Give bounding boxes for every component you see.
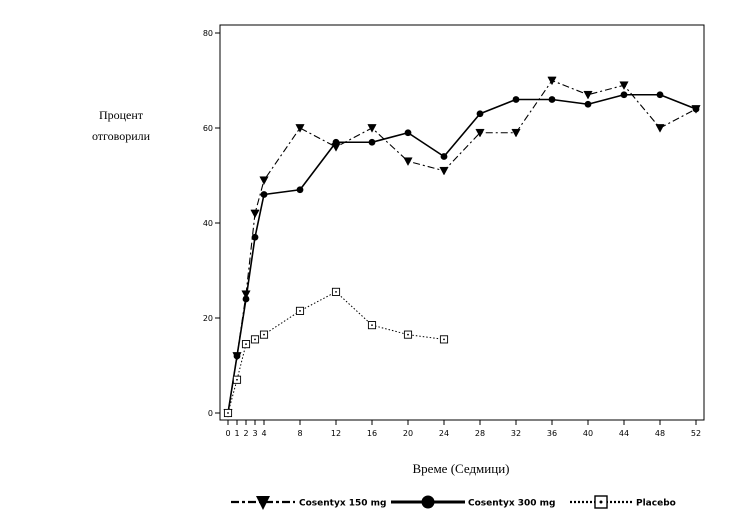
data-point xyxy=(368,138,376,146)
marker-dot xyxy=(371,324,373,327)
data-point xyxy=(296,186,304,194)
series-cosentyx-300-mg xyxy=(224,91,700,417)
marker-dot xyxy=(407,333,409,336)
x-tick-label: 4 xyxy=(261,429,266,438)
x-tick-label: 36 xyxy=(547,429,557,438)
legend-item: Placebo xyxy=(570,495,676,509)
data-point xyxy=(367,321,377,330)
marker-dot xyxy=(236,378,238,381)
series-line xyxy=(227,291,445,414)
marker-dot xyxy=(263,333,265,336)
legend-item: Cosentyx 150 mg xyxy=(231,496,387,510)
data-point xyxy=(233,352,241,360)
data-point xyxy=(656,91,664,99)
marker-dot xyxy=(254,338,256,341)
data-point xyxy=(242,295,250,303)
data-point xyxy=(331,287,341,296)
data-point xyxy=(692,105,700,113)
legend-marker xyxy=(421,495,435,509)
data-point xyxy=(259,330,269,339)
data-point xyxy=(584,100,592,108)
data-point xyxy=(404,129,412,137)
data-point xyxy=(250,335,260,344)
marker-dot xyxy=(443,338,445,341)
data-point xyxy=(223,408,233,418)
data-point xyxy=(295,124,305,133)
data-point xyxy=(332,138,340,146)
legend-label: Cosentyx 150 mg xyxy=(299,499,387,509)
data-point xyxy=(440,153,448,160)
data-point xyxy=(655,124,665,133)
data-point xyxy=(548,96,556,103)
legend-marker xyxy=(256,496,270,510)
data-point xyxy=(295,306,305,315)
x-tick-label: 1 xyxy=(234,429,239,438)
y-tick-label: 40 xyxy=(203,219,213,228)
data-point xyxy=(511,128,521,138)
data-point xyxy=(583,90,593,100)
y-tick-label: 60 xyxy=(203,124,213,133)
data-point xyxy=(251,233,259,241)
marker-dot xyxy=(245,343,247,346)
x-tick-label: 2 xyxy=(243,429,248,438)
x-axis-label: Време (Седмици) xyxy=(413,461,510,476)
series-cosentyx-150-mg xyxy=(223,76,701,418)
x-tick-label: 0 xyxy=(225,429,230,438)
x-tick-label: 20 xyxy=(403,429,413,438)
x-tick-label: 40 xyxy=(583,429,593,438)
x-tick-label: 12 xyxy=(331,429,341,438)
legend-item: Cosentyx 300 mg xyxy=(391,495,556,509)
x-tick-label: 28 xyxy=(475,429,485,438)
data-point xyxy=(619,81,629,90)
data-point xyxy=(439,166,449,176)
marker-dot xyxy=(299,309,301,312)
marker-dot xyxy=(335,290,337,293)
data-point xyxy=(232,375,242,384)
y-axis-label-line-2: отговорили xyxy=(92,129,151,143)
series-layer xyxy=(223,76,701,418)
legend-marker-dot xyxy=(599,500,603,504)
data-point xyxy=(547,76,557,86)
data-point xyxy=(512,96,520,103)
x-tick-label: 44 xyxy=(619,429,629,438)
y-tick-label: 80 xyxy=(203,29,213,38)
data-point xyxy=(403,157,413,166)
legend-label: Placebo xyxy=(636,499,676,509)
x-tick-label: 8 xyxy=(297,429,302,438)
y-axis-label-line-1: Процент xyxy=(99,108,144,122)
data-point xyxy=(260,191,268,198)
x-tick-label: 48 xyxy=(655,429,665,438)
legend-label: Cosentyx 300 mg xyxy=(468,499,556,509)
series-line xyxy=(227,93,697,414)
data-point xyxy=(475,128,485,138)
x-tick-label: 52 xyxy=(691,429,701,438)
data-point xyxy=(439,335,449,344)
data-point xyxy=(241,340,251,349)
y-tick-label: 20 xyxy=(203,314,213,323)
x-tick-label: 3 xyxy=(252,429,257,438)
x-tick-label: 24 xyxy=(439,429,449,438)
data-point xyxy=(403,330,413,339)
data-point xyxy=(620,91,628,99)
series-line xyxy=(227,79,697,414)
plot-frame xyxy=(219,24,705,421)
data-point xyxy=(259,176,269,185)
data-point xyxy=(250,209,260,219)
y-tick-label: 0 xyxy=(208,409,213,418)
data-point xyxy=(367,124,377,133)
data-point xyxy=(476,110,484,118)
x-tick-label: 32 xyxy=(511,429,521,438)
marker-dot xyxy=(227,412,229,414)
series-placebo xyxy=(223,287,449,418)
x-tick-label: 16 xyxy=(367,429,377,438)
legend: Cosentyx 150 mg Cosentyx 300 mg Placebo xyxy=(231,495,676,510)
